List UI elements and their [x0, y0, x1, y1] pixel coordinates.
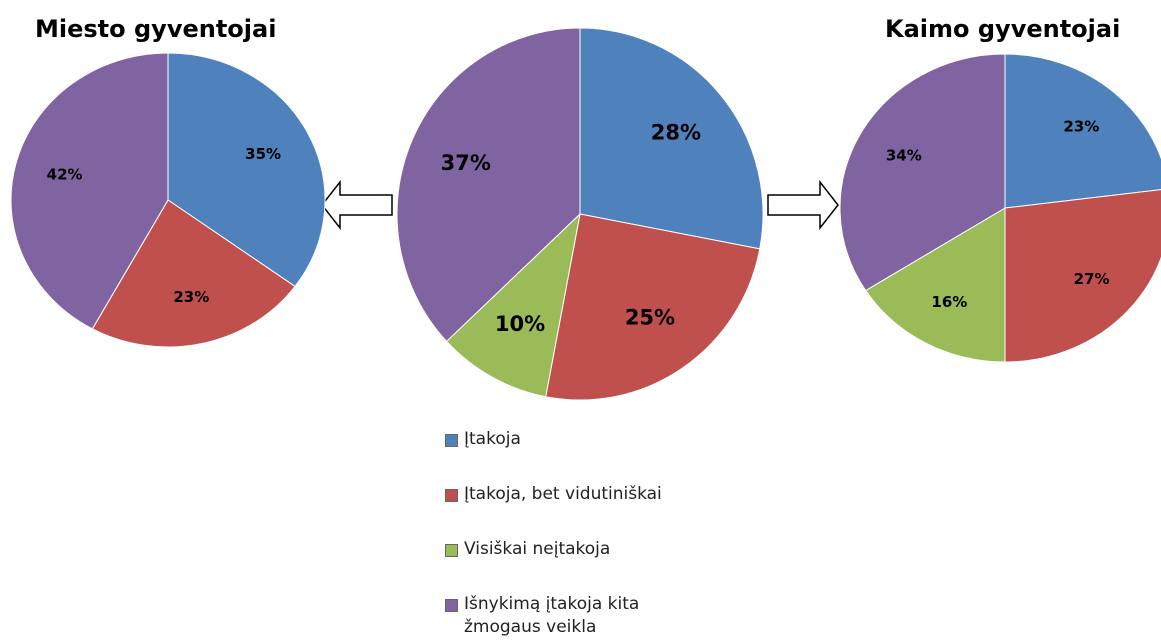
arrow-right	[767, 179, 839, 231]
pie-slice	[545, 213, 761, 401]
arrow-left	[321, 179, 393, 231]
chart-title: Miesto gyventojai	[35, 15, 276, 43]
pie-slice	[1004, 53, 1161, 209]
legend-swatch	[445, 544, 458, 557]
legend-label: Įtakoja, bet vidutiniškai	[464, 484, 662, 504]
data-label: 25%	[625, 306, 675, 330]
pie-slice	[839, 53, 1006, 292]
data-label: 16%	[931, 293, 967, 311]
data-label: 27%	[1074, 270, 1110, 288]
data-label: 42%	[47, 166, 83, 184]
legend-swatch	[445, 489, 458, 502]
legend-item: Įtakoja	[445, 428, 695, 451]
legend-item: Įtakoja, bet vidutiniškai	[445, 483, 695, 506]
data-label: 35%	[245, 145, 281, 163]
pie-slice	[10, 52, 169, 330]
data-label: 23%	[1063, 118, 1099, 136]
data-label: 34%	[886, 147, 922, 165]
pie-slice	[579, 27, 764, 250]
legend-swatch	[445, 599, 458, 612]
data-label: 10%	[495, 312, 545, 336]
data-label: 28%	[651, 120, 701, 144]
data-label: 23%	[173, 288, 209, 306]
legend-label: Išnykimą įtakoja kita žmogaus veikla	[464, 594, 640, 637]
legend-item: Visiškai neįtakoja	[445, 538, 695, 561]
pie-slice	[91, 199, 296, 348]
pie-slice	[1004, 189, 1161, 363]
legend-label: Įtakoja	[464, 429, 521, 449]
chart-title: Kaimo gyventojai	[885, 15, 1120, 43]
pie-slice	[445, 212, 581, 398]
pie-slice	[396, 27, 581, 343]
legend-item: Išnykimą įtakoja kita žmogaus veikla	[445, 593, 695, 639]
legend: Įtakoja Įtakoja, bet vidutiniškai Visiškai…	[445, 428, 695, 642]
pie-slice	[864, 207, 1006, 363]
data-label: 37%	[441, 151, 491, 175]
pie-slice	[167, 52, 326, 288]
legend-swatch	[445, 434, 458, 447]
legend-label: Visiškai neįtakoja	[464, 539, 611, 559]
